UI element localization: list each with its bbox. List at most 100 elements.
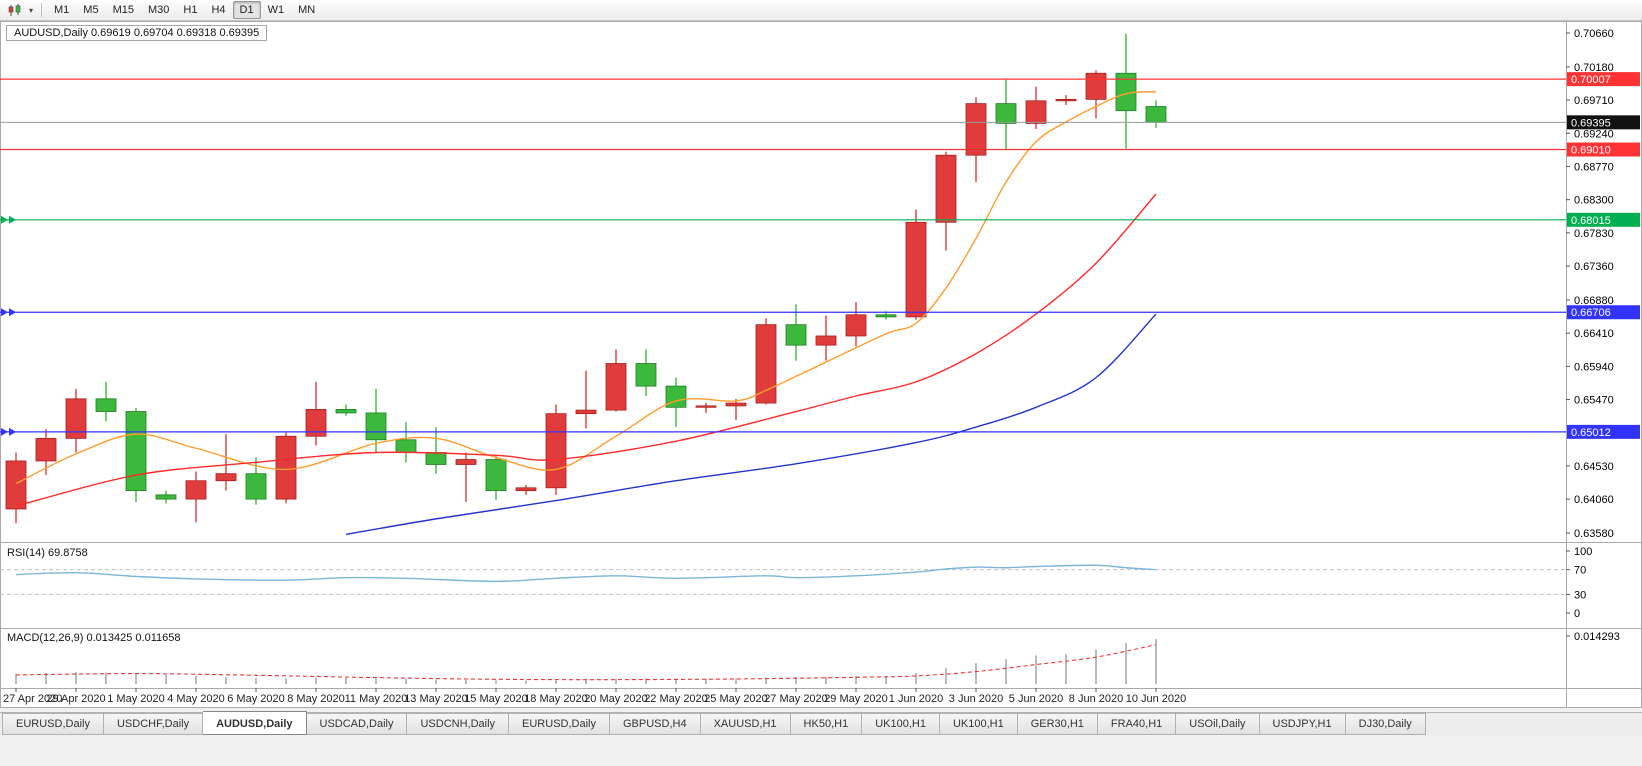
candle-body bbox=[635, 363, 657, 387]
candle-body bbox=[965, 103, 987, 156]
candle-body bbox=[335, 409, 357, 414]
date-label: 5 Jun 2020 bbox=[1009, 693, 1063, 705]
bid-price-tag: 0.69395 bbox=[1567, 115, 1640, 130]
tab-uk100-h1[interactable]: UK100,H1 bbox=[862, 713, 940, 735]
timeframe-button-m15[interactable]: M15 bbox=[112, 4, 134, 16]
timeframe-button-w1[interactable]: W1 bbox=[267, 4, 285, 16]
svg-text:0.65470: 0.65470 bbox=[1574, 395, 1614, 407]
date-label: 11 May 2020 bbox=[345, 693, 408, 705]
svg-text:0.66410: 0.66410 bbox=[1574, 328, 1614, 340]
candle-body bbox=[35, 437, 57, 462]
timeframe-button-h1[interactable]: H1 bbox=[183, 4, 198, 16]
candle-body bbox=[455, 459, 477, 465]
timeframe-button-m30[interactable]: M30 bbox=[147, 4, 170, 16]
svg-text:0.70660: 0.70660 bbox=[1574, 28, 1614, 40]
candle-body bbox=[125, 411, 147, 492]
macd-title: MACD(12,26,9) 0.013425 0.011658 bbox=[7, 632, 181, 644]
candle-body bbox=[395, 439, 417, 453]
tab-eurusd-daily[interactable]: EURUSD,Daily bbox=[2, 713, 104, 735]
timeframe-button-mn[interactable]: MN bbox=[298, 4, 316, 16]
svg-text:0.70180: 0.70180 bbox=[1574, 62, 1614, 74]
candle-body bbox=[305, 409, 327, 437]
date-label: 22 May 2020 bbox=[644, 693, 708, 705]
rsi-title: RSI(14) 69.8758 bbox=[7, 547, 88, 559]
date-label: 13 May 2020 bbox=[404, 693, 468, 705]
price-tag-0.68015: 0.68015 bbox=[1567, 212, 1640, 227]
svg-text:0.64060: 0.64060 bbox=[1574, 494, 1614, 506]
timeframe-buttons: M1 M5 M15 M30 H1 H4 D1 W1 MN bbox=[47, 1, 322, 19]
tab-ger30-h1[interactable]: GER30,H1 bbox=[1017, 713, 1098, 735]
ma-fast-line bbox=[15, 90, 1157, 485]
chart-canvas[interactable]: 0.70660 0.70180 0.69710 0.69240 0.68770 0.683… bbox=[0, 21, 1642, 708]
svg-text:0.68300: 0.68300 bbox=[1574, 195, 1614, 207]
chart-area[interactable]: 0.70660 0.70180 0.69710 0.69240 0.68770 0.683… bbox=[0, 21, 1642, 708]
chart-dropdown-caret-icon[interactable]: ▾ bbox=[28, 5, 33, 15]
candle-body bbox=[905, 221, 927, 318]
ma-slow-line bbox=[345, 313, 1157, 536]
candle-body bbox=[515, 487, 537, 492]
date-label: 8 May 2020 bbox=[287, 693, 344, 705]
timeframe-button-d1[interactable]: D1 bbox=[232, 1, 261, 19]
line-anchor-icon[interactable] bbox=[9, 215, 16, 224]
candle-body bbox=[1145, 106, 1167, 123]
candle-body bbox=[1085, 72, 1107, 100]
date-label: 3 Jun 2020 bbox=[949, 693, 1003, 705]
svg-text:0.014293: 0.014293 bbox=[1574, 631, 1620, 643]
candlestick-chart-glyph bbox=[8, 3, 21, 16]
line-anchor-icon[interactable] bbox=[1, 427, 8, 436]
tab-fra40-h1[interactable]: FRA40,H1 bbox=[1097, 713, 1177, 735]
candle-body bbox=[875, 314, 897, 318]
candle-body bbox=[725, 402, 747, 407]
date-label: 27 May 2020 bbox=[764, 693, 828, 705]
date-label: 15 May 2020 bbox=[464, 693, 528, 705]
rsi-line bbox=[15, 564, 1157, 583]
candle-body bbox=[425, 452, 447, 465]
candle-body bbox=[185, 480, 207, 500]
price-tag-0.69010: 0.69010 bbox=[1567, 142, 1640, 157]
candle-body bbox=[845, 314, 867, 337]
candle-body bbox=[485, 459, 507, 492]
svg-text:0.69395: 0.69395 bbox=[1571, 117, 1611, 129]
svg-text:0: 0 bbox=[1574, 608, 1580, 620]
tab-usoil-daily[interactable]: USOil,Daily bbox=[1176, 713, 1260, 735]
date-label: 1 Jun 2020 bbox=[889, 693, 943, 705]
svg-text:0.69010: 0.69010 bbox=[1571, 145, 1611, 157]
tab-usdchf-daily[interactable]: USDCHF,Daily bbox=[103, 713, 204, 735]
tab-audusd-daily[interactable]: AUDUSD,Daily bbox=[203, 711, 307, 735]
tab-usdcad-daily[interactable]: USDCAD,Daily bbox=[306, 713, 408, 735]
price-axis-labels: 0.70660 0.70180 0.69710 0.69240 0.68770 0.683… bbox=[1566, 28, 1614, 540]
svg-text:0.70007: 0.70007 bbox=[1571, 74, 1611, 86]
tab-usdcnh-daily[interactable]: USDCNH,Daily bbox=[407, 713, 510, 735]
candle-body bbox=[65, 398, 87, 439]
tab-gbpusd-h4[interactable]: GBPUSD,H4 bbox=[610, 713, 701, 735]
tab-uk100-h1[interactable]: UK100,H1 bbox=[939, 713, 1018, 735]
svg-text:0.69710: 0.69710 bbox=[1574, 95, 1614, 107]
candle-body bbox=[785, 324, 807, 346]
timeframe-button-h4[interactable]: H4 bbox=[211, 4, 226, 16]
tab-dj30-daily[interactable]: DJ30,Daily bbox=[1345, 713, 1426, 735]
tab-usdjpy-h1[interactable]: USDJPY,H1 bbox=[1259, 713, 1346, 735]
svg-text:0.68770: 0.68770 bbox=[1574, 161, 1614, 173]
line-anchor-icon[interactable] bbox=[9, 308, 16, 317]
line-anchor-icon[interactable] bbox=[1, 215, 8, 224]
svg-text:30: 30 bbox=[1574, 589, 1586, 601]
timeframe-button-m5[interactable]: M5 bbox=[83, 4, 99, 16]
candlestick-chart-icon[interactable] bbox=[4, 2, 26, 19]
timeframe-button-m1[interactable]: M1 bbox=[54, 4, 70, 16]
line-anchor-icon[interactable] bbox=[1, 308, 8, 317]
date-label: 27 Apr 2020 bbox=[3, 693, 62, 705]
macd-signal-line bbox=[15, 644, 1157, 681]
date-label: 29 May 2020 bbox=[824, 693, 888, 705]
candle-body bbox=[935, 154, 957, 223]
tab-xauusd-h1[interactable]: XAUUSD,H1 bbox=[700, 713, 791, 735]
tab-hk50-h1[interactable]: HK50,H1 bbox=[790, 713, 863, 735]
svg-text:0.65012: 0.65012 bbox=[1571, 427, 1611, 439]
svg-text:0.67830: 0.67830 bbox=[1574, 228, 1614, 240]
date-label: 6 May 2020 bbox=[227, 693, 284, 705]
candle-body bbox=[995, 103, 1017, 124]
line-anchor-icon[interactable] bbox=[9, 427, 16, 436]
candle-body bbox=[365, 412, 387, 441]
svg-text:100: 100 bbox=[1574, 546, 1592, 558]
tab-eurusd-daily[interactable]: EURUSD,Daily bbox=[509, 713, 610, 735]
candles bbox=[5, 33, 1167, 524]
